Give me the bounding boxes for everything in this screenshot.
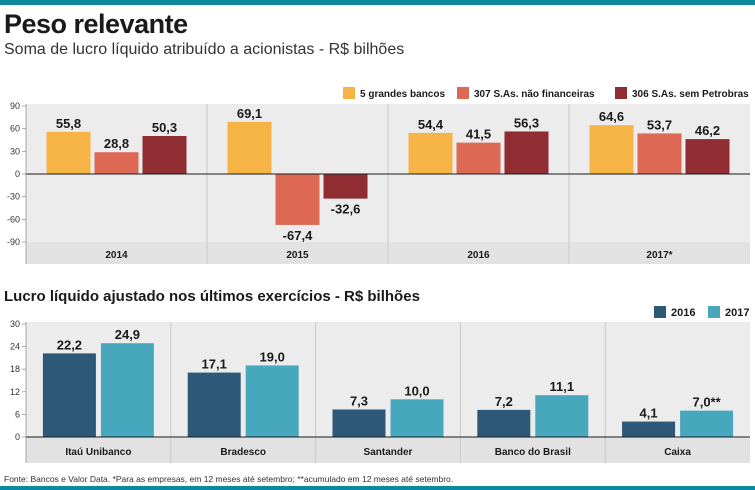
y-tick-label: 30: [10, 146, 20, 156]
top-accent-bar: [0, 0, 755, 5]
x-category-label: Banco do Brasil: [495, 447, 571, 458]
legend-label: 306 S.As. sem Petrobras: [632, 89, 749, 100]
bar: [245, 365, 299, 437]
data-label: 7,3: [350, 394, 368, 409]
bar: [100, 343, 154, 437]
legend-swatch: [343, 87, 355, 99]
bar: [680, 410, 734, 437]
bar: [142, 135, 187, 174]
legend-label: 307 S.As. não financeiras: [474, 89, 595, 100]
data-label: 11,1: [550, 379, 575, 394]
y-tick-label: -60: [7, 214, 20, 224]
x-category-label: 2017*: [646, 250, 672, 261]
chart-subtitle: Soma de lucro líquido atribuído a acioni…: [4, 41, 405, 58]
data-label: 55,8: [56, 116, 81, 131]
legend-swatch: [708, 306, 720, 318]
y-tick-label: 18: [10, 364, 20, 374]
bar: [589, 125, 634, 174]
data-label: 22,2: [57, 337, 82, 352]
bar: [46, 131, 91, 174]
bar: [332, 409, 386, 437]
y-tick-label: 0: [15, 432, 20, 442]
data-label: 69,1: [237, 106, 262, 121]
data-label: 17,1: [202, 357, 227, 372]
bar: [622, 421, 676, 437]
x-category-label: 2014: [105, 250, 128, 261]
legend-label: 2017: [725, 307, 749, 319]
data-label: 19,0: [260, 349, 285, 364]
data-label: 50,3: [152, 120, 177, 135]
bar: [227, 121, 272, 174]
x-category-label: Itaú Unibanco: [65, 447, 131, 458]
source-note: Fonte: Bancos e Valor Data. *Para as emp…: [4, 474, 454, 484]
bar: [275, 174, 320, 225]
legend-label: 2016: [671, 307, 695, 319]
bar: [390, 399, 444, 437]
bar: [42, 353, 96, 437]
bar: [477, 409, 531, 437]
data-label: 28,8: [104, 136, 129, 151]
data-label: -32,6: [331, 202, 361, 217]
x-category-label: Bradesco: [220, 447, 266, 458]
x-category-label: 2016: [467, 250, 490, 261]
legend-swatch: [457, 87, 469, 99]
data-label: 64,6: [599, 109, 624, 124]
bar: [94, 152, 139, 174]
data-label: 24,9: [115, 327, 140, 342]
bank-chart-title: Lucro líquido ajustado nos últimos exerc…: [4, 288, 420, 305]
y-tick-label: 12: [10, 387, 20, 397]
legend-label: 5 grandes bancos: [360, 89, 445, 100]
x-category-label: 2015: [286, 250, 309, 261]
y-tick-label: 24: [10, 342, 20, 352]
data-label: 41,5: [466, 127, 491, 142]
x-category-label: Santander: [364, 447, 413, 458]
bar: [408, 132, 453, 174]
legend-swatch: [615, 87, 627, 99]
bar: [504, 131, 549, 174]
y-tick-label: 60: [10, 124, 20, 134]
y-tick-label: -30: [7, 192, 20, 202]
y-tick-label: 90: [10, 101, 20, 111]
data-label: 4,1: [640, 406, 658, 421]
data-label: 53,7: [647, 117, 672, 132]
data-label: 7,0**: [692, 395, 721, 410]
bar: [637, 133, 682, 174]
x-axis-band: [26, 437, 750, 463]
bar: [685, 139, 730, 174]
legend-swatch: [654, 306, 666, 318]
bar: [535, 395, 589, 437]
data-label: 46,2: [695, 123, 720, 138]
data-label: 7,2: [495, 394, 513, 409]
y-tick-label: 30: [10, 319, 20, 329]
y-tick-label: 6: [15, 409, 20, 419]
y-tick-label: -90: [7, 237, 20, 247]
data-label: 10,0: [404, 383, 429, 398]
bar: [187, 372, 241, 437]
data-label: 56,3: [514, 115, 539, 130]
bar: [456, 142, 501, 174]
data-label: -67,4: [283, 228, 313, 243]
chart-title: Peso relevante: [4, 9, 188, 39]
data-label: 54,4: [418, 117, 444, 132]
bottom-accent-bar: [0, 486, 755, 490]
y-tick-label: 0: [15, 169, 20, 179]
bar: [323, 174, 368, 199]
x-category-label: Caixa: [664, 447, 691, 458]
